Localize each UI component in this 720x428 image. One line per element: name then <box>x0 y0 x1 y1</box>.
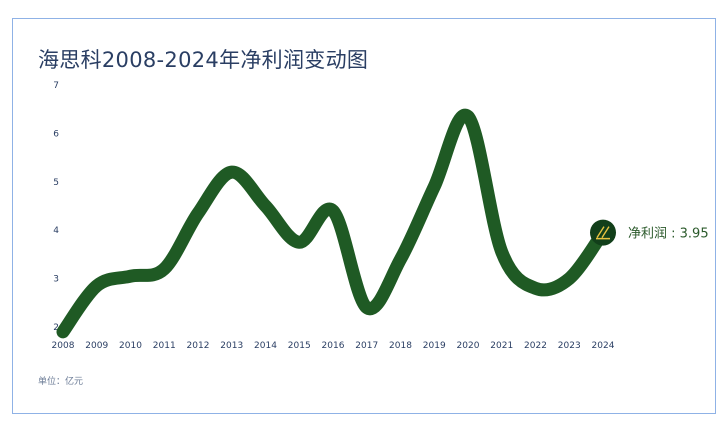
y-tick-label: 2 <box>53 323 59 333</box>
x-tick-label: 2012 <box>187 341 210 351</box>
x-tick-label: 2016 <box>322 341 345 351</box>
x-tick-label: 2018 <box>389 341 412 351</box>
x-tick-label: 2011 <box>153 341 176 351</box>
x-tick-label: 2015 <box>288 341 311 351</box>
series-line <box>56 108 610 339</box>
end-point-marker <box>590 219 616 246</box>
end-value-label: 净利润 : 3.95 <box>628 227 709 242</box>
x-tick-label: 2014 <box>254 341 277 351</box>
x-tick-label: 2019 <box>423 341 446 351</box>
chart-title: 海思科2008-2024年净利润变动图 <box>38 48 369 72</box>
y-tick-label: 6 <box>53 129 59 139</box>
x-tick-label: 2021 <box>490 341 513 351</box>
x-tick-label: 2023 <box>558 341 581 351</box>
x-tick-label: 2013 <box>220 341 243 351</box>
y-tick-label: 4 <box>53 226 59 236</box>
x-tick-label: 2009 <box>85 341 108 351</box>
y-tick-label: 7 <box>53 81 59 91</box>
x-tick-label: 2008 <box>52 341 75 351</box>
brand-logo-icon <box>596 226 610 240</box>
x-tick-label: 2017 <box>355 341 378 351</box>
x-tick-label: 2024 <box>592 341 615 351</box>
chart-frame <box>12 18 716 414</box>
x-tick-label: 2020 <box>457 341 480 351</box>
x-tick-label: 2022 <box>524 341 547 351</box>
unit-note: 单位：亿元 <box>38 377 84 387</box>
y-tick-label: 3 <box>53 275 59 285</box>
y-tick-label: 5 <box>53 178 59 188</box>
x-tick-label: 2010 <box>119 341 142 351</box>
